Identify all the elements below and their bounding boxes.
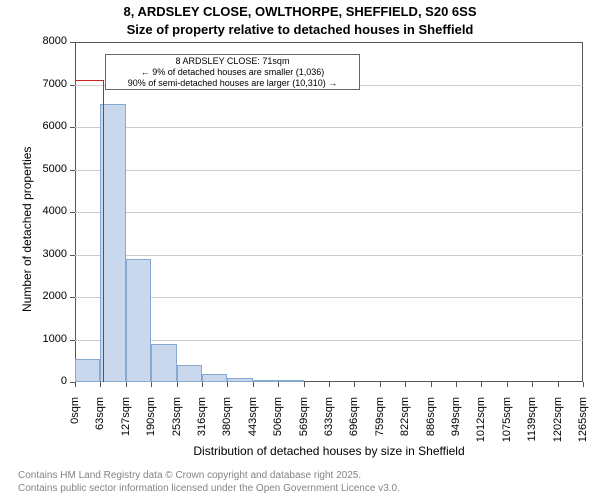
x-tick	[405, 382, 406, 387]
y-gridline	[75, 297, 583, 298]
plot-area: 0100020003000400050006000700080000sqm63s…	[75, 42, 583, 382]
annotation-line-1: ← 9% of detached houses are smaller (1,0…	[108, 67, 357, 78]
x-tick	[278, 382, 279, 387]
x-tick	[227, 382, 228, 387]
x-tick	[126, 382, 127, 387]
y-tick	[70, 212, 75, 213]
x-tick	[583, 382, 584, 387]
chart-title-sub: Size of property relative to detached ho…	[0, 22, 600, 37]
histogram-bar	[151, 344, 176, 382]
y-tick	[70, 340, 75, 341]
y-tick	[70, 255, 75, 256]
y-tick-label: 0	[27, 375, 67, 387]
y-gridline	[75, 127, 583, 128]
x-tick	[151, 382, 152, 387]
x-tick	[354, 382, 355, 387]
axis-top	[75, 42, 583, 43]
y-tick	[70, 170, 75, 171]
y-tick	[70, 85, 75, 86]
annotation-box: 8 ARDSLEY CLOSE: 71sqm← 9% of detached h…	[105, 54, 360, 90]
marker-hline	[75, 80, 103, 81]
histogram-bar	[227, 378, 252, 382]
y-tick	[70, 297, 75, 298]
x-tick	[507, 382, 508, 387]
x-tick	[431, 382, 432, 387]
annotation-line-2: 90% of semi-detached houses are larger (…	[108, 78, 357, 89]
x-tick	[456, 382, 457, 387]
y-tick-label: 8000	[27, 35, 67, 47]
histogram-bar	[253, 380, 278, 382]
y-tick-label: 7000	[27, 78, 67, 90]
x-tick	[253, 382, 254, 387]
y-gridline	[75, 340, 583, 341]
y-tick	[70, 42, 75, 43]
y-gridline	[75, 212, 583, 213]
y-tick-label: 1000	[27, 333, 67, 345]
x-axis-label: Distribution of detached houses by size …	[75, 444, 583, 458]
histogram-bar	[177, 365, 202, 382]
x-tick	[329, 382, 330, 387]
histogram-bar	[75, 359, 100, 382]
x-tick	[558, 382, 559, 387]
marker-vline	[103, 80, 104, 382]
histogram-bar	[278, 380, 303, 382]
x-tick	[75, 382, 76, 387]
x-tick	[177, 382, 178, 387]
footer-line-2: Contains public sector information licen…	[18, 483, 400, 496]
y-gridline	[75, 170, 583, 171]
footer-attribution: Contains HM Land Registry data © Crown c…	[18, 470, 400, 495]
x-tick	[100, 382, 101, 387]
x-tick	[532, 382, 533, 387]
chart-title-main: 8, ARDSLEY CLOSE, OWLTHORPE, SHEFFIELD, …	[0, 4, 600, 19]
y-axis-label: Number of detached properties	[20, 147, 34, 312]
x-tick	[202, 382, 203, 387]
annotation-line-0: 8 ARDSLEY CLOSE: 71sqm	[108, 56, 357, 67]
y-tick-label: 6000	[27, 120, 67, 132]
x-tick	[481, 382, 482, 387]
histogram-bar	[202, 374, 227, 383]
y-tick	[70, 127, 75, 128]
histogram-bar	[126, 259, 151, 382]
y-gridline	[75, 255, 583, 256]
footer-line-1: Contains HM Land Registry data © Crown c…	[18, 470, 400, 483]
x-tick	[380, 382, 381, 387]
x-tick	[304, 382, 305, 387]
